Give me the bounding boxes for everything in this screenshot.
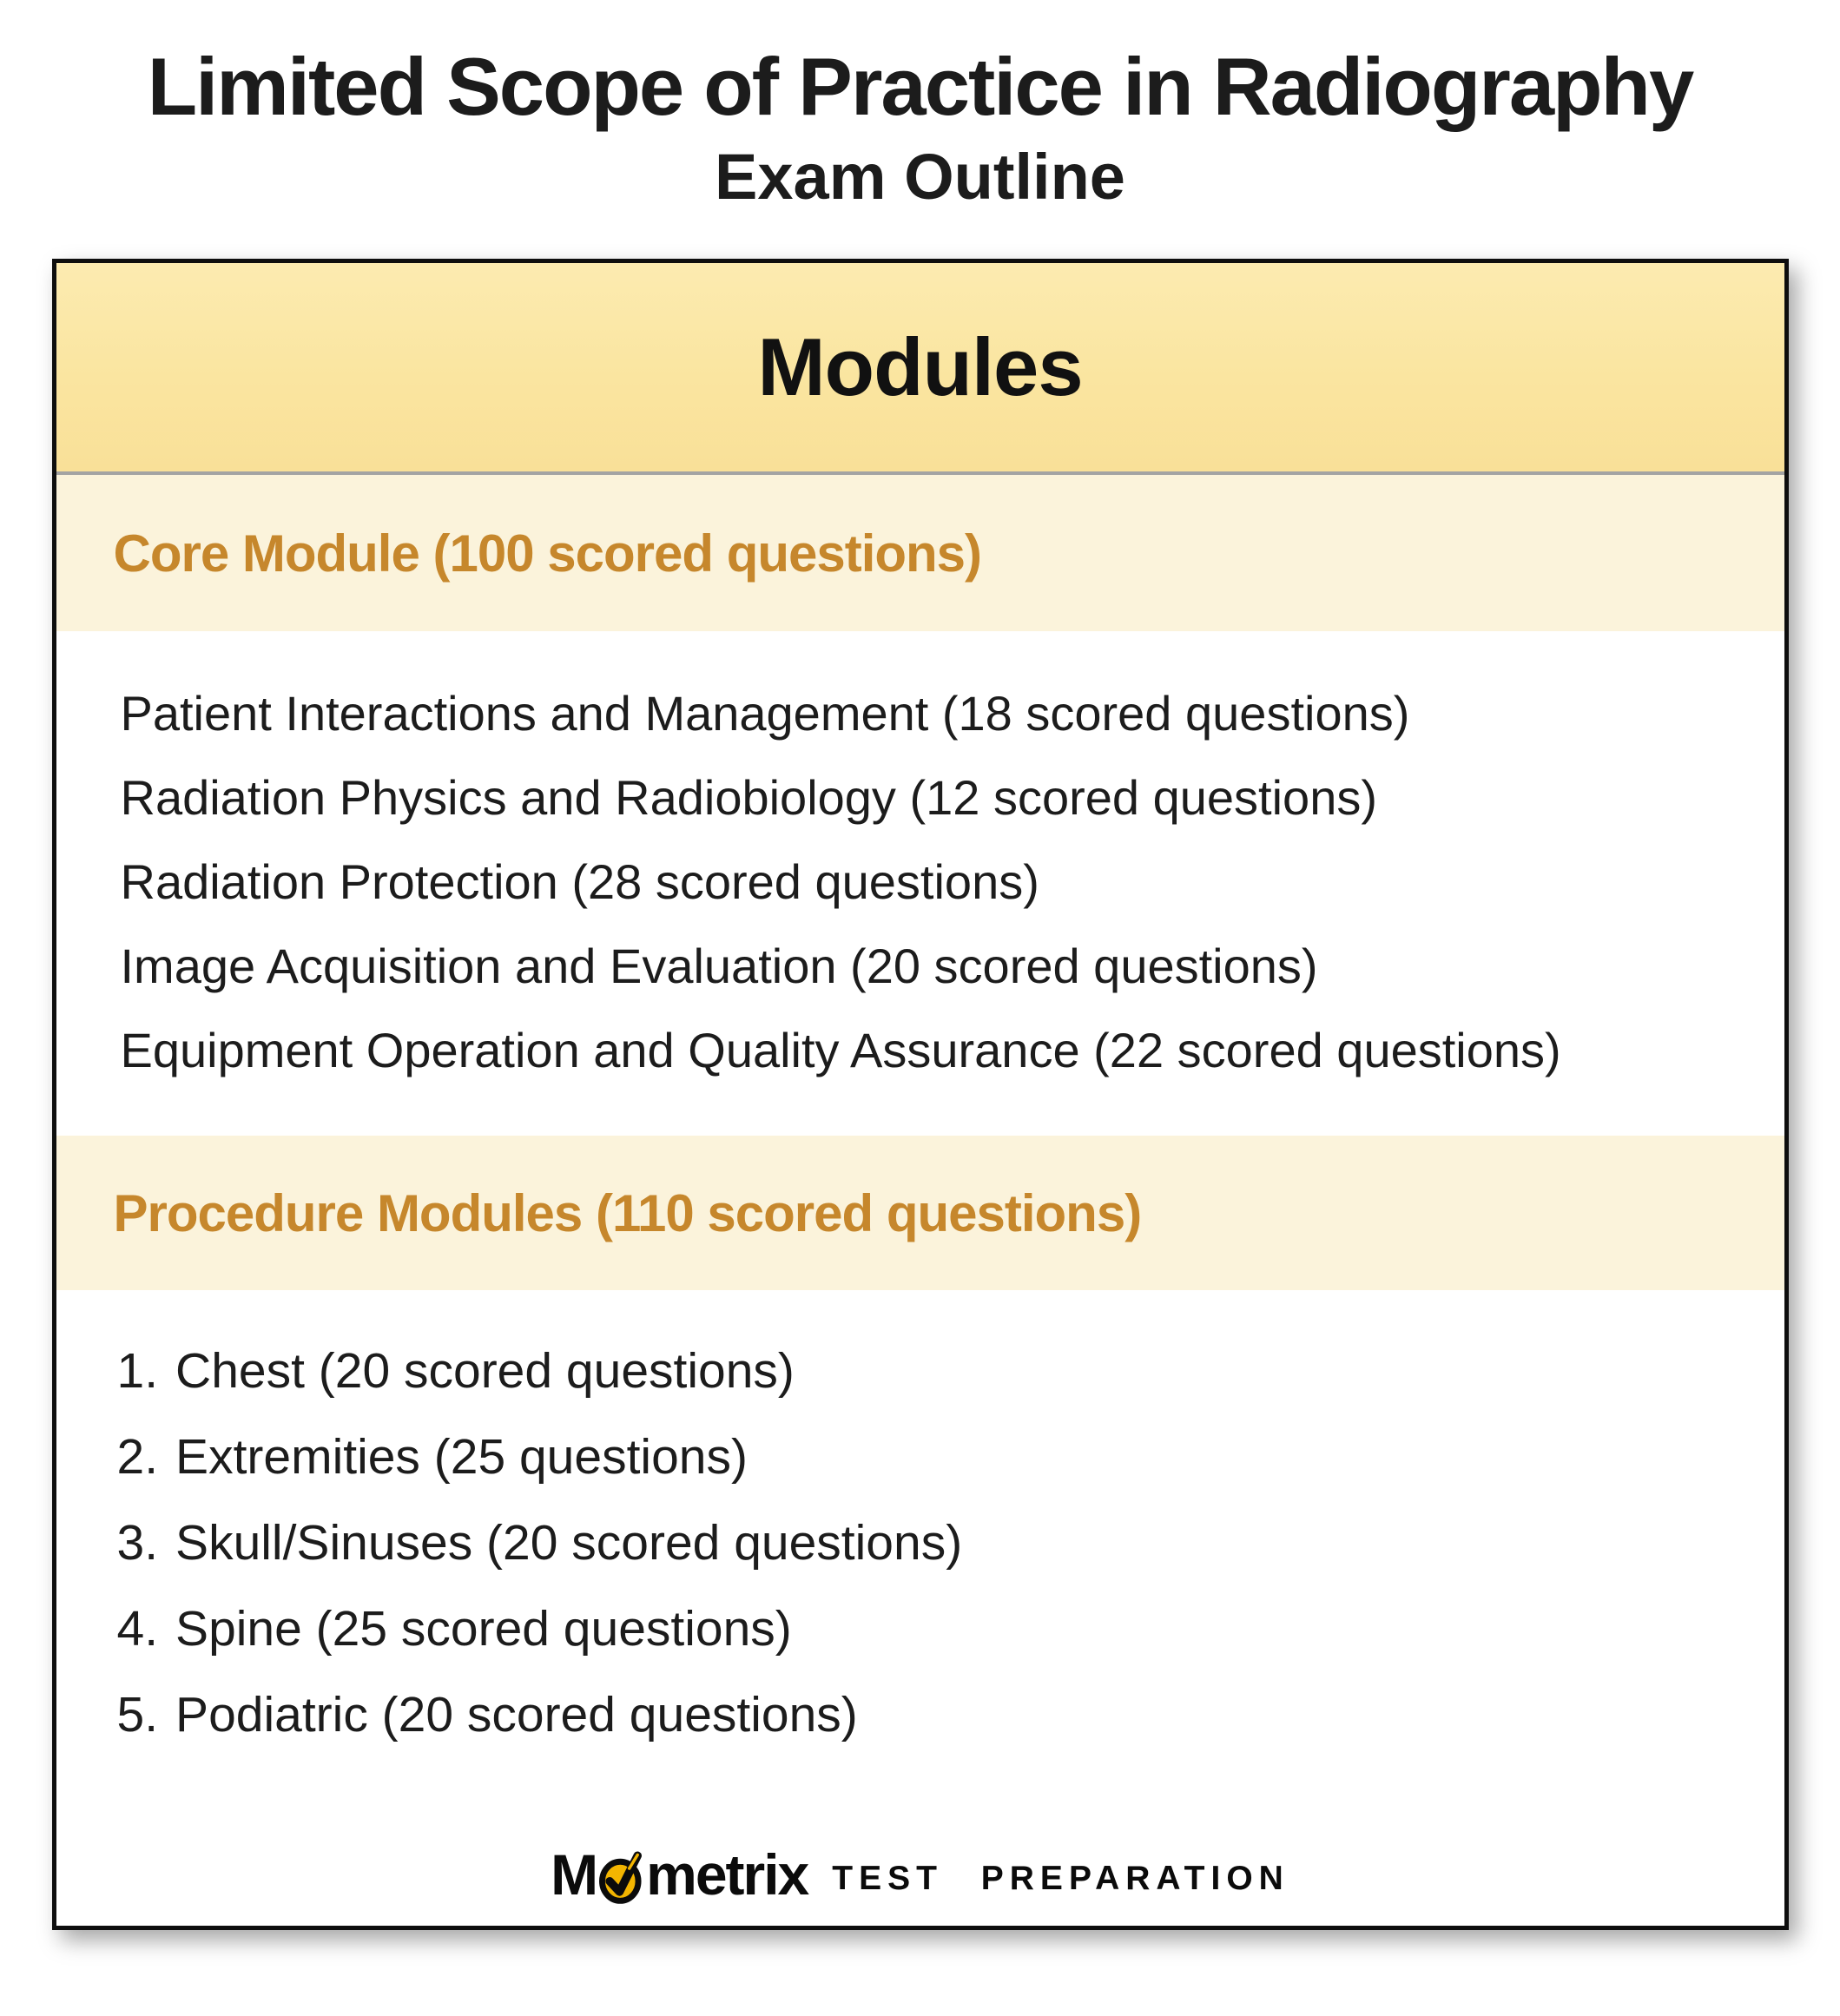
procedure-item-number: 3. bbox=[116, 1515, 159, 1571]
procedure-item-number: 1. bbox=[116, 1343, 159, 1400]
procedure-modules-list: 1. Chest (20 scored questions) 2. Extremit… bbox=[56, 1328, 1784, 1758]
procedure-item-label: Skull/Sinuses (20 scored questions) bbox=[175, 1515, 963, 1571]
core-module-list-item: Patient Interactions and Management (18 … bbox=[120, 686, 1410, 741]
procedure-item-label: Chest (20 scored questions) bbox=[175, 1343, 795, 1400]
core-module-list-item: Radiation Protection (28 scored question… bbox=[120, 854, 1039, 910]
procedure-module-item: 5. Podiatric (20 scored questions) bbox=[117, 1672, 1750, 1758]
procedure-item-label: Extremities (25 questions) bbox=[175, 1429, 748, 1486]
core-module-list-item: Radiation Physics and Radiobiology (12 s… bbox=[120, 770, 1378, 826]
procedure-item-label: Spine (25 scored questions) bbox=[175, 1601, 792, 1657]
logo-tagline: TEST PREPARATION bbox=[832, 1860, 1289, 1898]
procedure-modules-heading: Procedure Modules (110 scored questions) bbox=[113, 1183, 1143, 1242]
mometrix-logo: M metrix TEST PREPARATION bbox=[56, 1845, 1784, 1904]
modules-box: Modules Core Module (100 scored question… bbox=[51, 259, 1789, 1931]
procedure-module-item: 3. Skull/Sinuses (20 scored questions) bbox=[117, 1500, 1750, 1586]
modules-header-band: Modules bbox=[56, 263, 1784, 476]
procedure-module-item: 1. Chest (20 scored questions) bbox=[117, 1328, 1750, 1414]
core-module-band: Core Module (100 scored questions) bbox=[56, 475, 1784, 632]
page-subtitle: Exam Outline bbox=[715, 140, 1125, 213]
procedure-modules-band: Procedure Modules (110 scored questions) bbox=[56, 1136, 1784, 1291]
procedure-module-item: 2. Extremities (25 questions) bbox=[117, 1414, 1750, 1500]
core-module-list-item: Image Acquisition and Evaluation (20 sco… bbox=[120, 939, 1318, 994]
core-module-heading: Core Module (100 scored questions) bbox=[113, 524, 983, 583]
logo-check-icon bbox=[599, 1851, 643, 1904]
procedure-module-item: 4. Spine (25 scored questions) bbox=[117, 1586, 1750, 1672]
procedure-item-number: 5. bbox=[116, 1687, 159, 1743]
page-title: Limited Scope of Practice in Radiography bbox=[147, 41, 1694, 132]
procedure-item-number: 4. bbox=[116, 1601, 159, 1657]
procedure-item-label: Podiatric (20 scored questions) bbox=[175, 1687, 858, 1743]
core-module-list-item: Equipment Operation and Quality Assuranc… bbox=[120, 1023, 1561, 1078]
modules-header-title: Modules bbox=[757, 321, 1083, 413]
title-block: Limited Scope of Practice in Radiography… bbox=[0, 0, 1840, 212]
procedure-item-number: 2. bbox=[116, 1429, 159, 1486]
logo-brand-metrix: metrix bbox=[646, 1842, 809, 1907]
logo-brand-m: M bbox=[551, 1842, 598, 1907]
core-module-list: Patient Interactions and Management (18 … bbox=[56, 671, 1784, 1092]
